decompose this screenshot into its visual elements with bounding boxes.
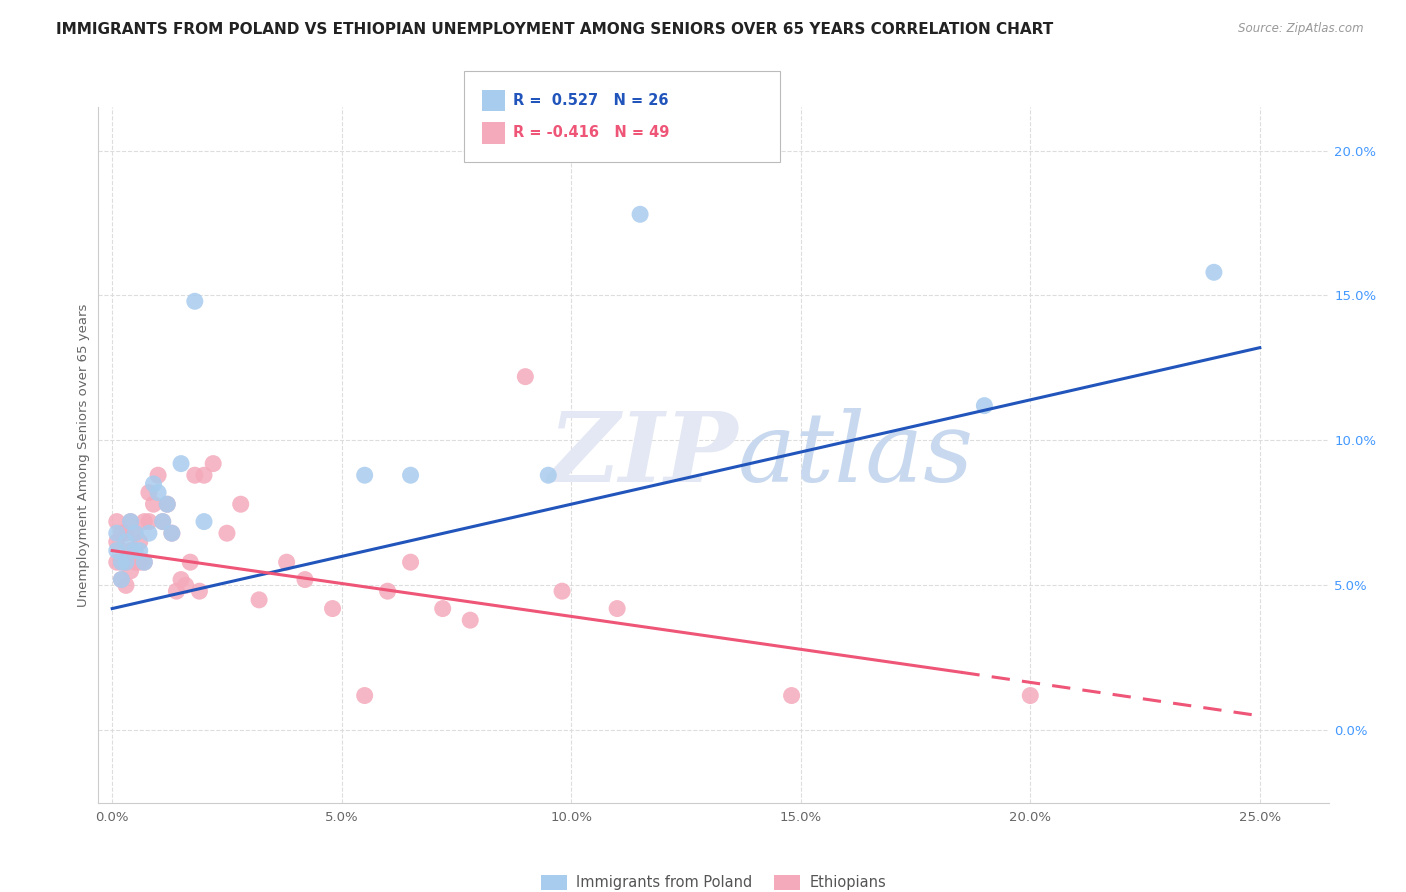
Point (247, 592, 270, 607)
Point (160, 526, 183, 541)
Point (188, 584, 211, 599)
Point (120, 543, 142, 558)
Point (780, 689, 803, 703)
Point (138, 515, 160, 529)
Point (124, 543, 146, 558)
Point (120, 515, 142, 529)
Point (537, 468, 560, 483)
Point (128, 555, 150, 569)
Point (110, 526, 132, 541)
Point (973, 399, 995, 413)
Point (215, 526, 238, 541)
Point (399, 468, 422, 483)
Point (160, 526, 183, 541)
Point (515, 369, 537, 384)
Point (138, 526, 160, 541)
Point (146, 468, 169, 483)
Point (120, 515, 142, 529)
Point (202, 457, 225, 471)
Point (115, 578, 138, 592)
Point (134, 515, 156, 529)
Text: atlas: atlas (738, 408, 974, 502)
Point (110, 573, 132, 587)
Point (146, 485, 169, 500)
Point (353, 689, 375, 703)
Point (128, 543, 150, 558)
Point (124, 526, 146, 541)
Point (458, 613, 481, 627)
Point (115, 534, 138, 549)
Point (105, 534, 128, 549)
Point (105, 515, 128, 529)
Text: ZIP: ZIP (548, 408, 738, 502)
Point (105, 555, 128, 569)
Point (156, 497, 179, 511)
Point (120, 564, 142, 578)
Point (115, 555, 138, 569)
Text: Source: ZipAtlas.com: Source: ZipAtlas.com (1239, 22, 1364, 36)
Point (152, 515, 174, 529)
Point (606, 601, 628, 615)
Point (551, 584, 574, 599)
Point (399, 555, 422, 569)
Point (229, 497, 252, 511)
Point (156, 497, 179, 511)
Y-axis label: Unemployment Among Seniors over 65 years: Unemployment Among Seniors over 65 years (77, 303, 90, 607)
Text: R =  0.527   N = 26: R = 0.527 N = 26 (513, 94, 669, 108)
Point (1202, 265, 1225, 279)
Point (170, 457, 193, 471)
Point (142, 497, 165, 511)
Point (138, 485, 160, 500)
Point (134, 555, 156, 569)
Point (1019, 689, 1042, 703)
Legend: Immigrants from Poland, Ethiopians: Immigrants from Poland, Ethiopians (536, 869, 891, 892)
Point (128, 534, 150, 549)
Point (170, 573, 193, 587)
Point (432, 601, 454, 615)
Point (124, 555, 146, 569)
Point (105, 526, 128, 541)
Point (142, 476, 165, 491)
Point (105, 543, 128, 558)
Point (174, 578, 197, 592)
Point (152, 515, 174, 529)
Point (134, 555, 156, 569)
Point (193, 515, 215, 529)
Point (110, 573, 132, 587)
Point (115, 526, 138, 541)
Point (184, 468, 207, 483)
Point (115, 555, 138, 569)
Point (193, 468, 215, 483)
Point (110, 555, 132, 569)
Point (294, 573, 316, 587)
Point (184, 294, 207, 309)
Point (377, 584, 399, 599)
Point (322, 601, 344, 615)
Point (353, 468, 375, 483)
Point (276, 555, 298, 569)
Text: IMMIGRANTS FROM POLAND VS ETHIOPIAN UNEMPLOYMENT AMONG SENIORS OVER 65 YEARS COR: IMMIGRANTS FROM POLAND VS ETHIOPIAN UNEM… (56, 22, 1053, 37)
Point (110, 555, 132, 569)
Text: R = -0.416   N = 49: R = -0.416 N = 49 (513, 126, 669, 140)
Point (179, 555, 201, 569)
Point (628, 207, 651, 221)
Point (124, 526, 146, 541)
Point (166, 584, 188, 599)
